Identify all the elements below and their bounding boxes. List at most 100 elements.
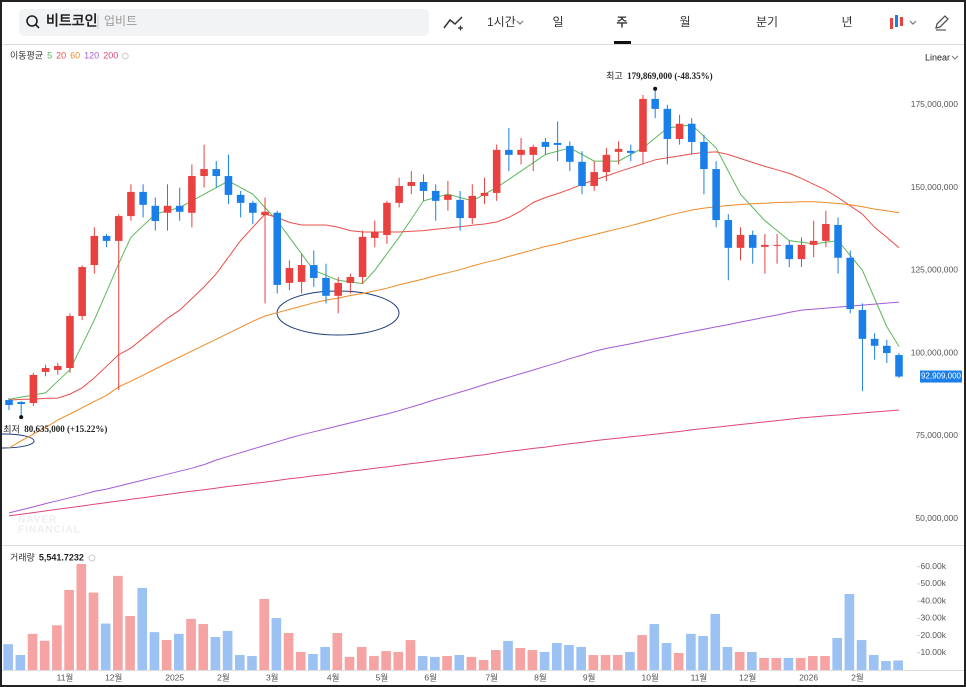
volume-bar xyxy=(27,633,38,670)
annotation-label: 최고 xyxy=(606,71,623,81)
annotation-label: 최저 xyxy=(3,425,20,435)
x-tick-label: 2월 xyxy=(851,672,864,682)
volume-bar xyxy=(222,630,233,670)
volume-pane xyxy=(3,564,903,670)
volume-bar xyxy=(283,633,294,670)
interval-select[interactable]: 1시간 xyxy=(487,15,516,29)
volume-bar xyxy=(820,656,830,670)
volume-bar xyxy=(503,640,513,670)
volume-bar xyxy=(491,650,501,670)
candle-body xyxy=(224,176,233,195)
search-icon xyxy=(26,15,38,27)
scale-select[interactable]: Linear xyxy=(925,52,950,62)
x-tick-label: 11월 xyxy=(57,672,74,682)
volume-bar xyxy=(393,651,404,670)
volume-tick-label: 20.00k xyxy=(920,630,946,640)
volume-bar xyxy=(308,653,318,670)
candle-body xyxy=(310,265,318,278)
candle-body xyxy=(249,202,257,213)
moving-average-line xyxy=(8,301,900,514)
volume-legend-value: 5,541.7232 xyxy=(39,552,84,562)
moving-average-line xyxy=(8,151,900,401)
period-tab[interactable]: 주 xyxy=(616,15,627,29)
volume-bar xyxy=(673,652,684,670)
candle-body xyxy=(102,235,111,241)
volume-bar xyxy=(430,656,440,670)
chevron xyxy=(516,20,524,25)
candle-body xyxy=(822,224,830,241)
volume-legend-title: 거래량 xyxy=(10,551,35,562)
active-tab-underline xyxy=(614,41,631,44)
volume-bar xyxy=(381,651,391,670)
candle-body xyxy=(492,149,501,193)
volume-bar xyxy=(564,645,574,670)
volume-bar xyxy=(795,657,806,670)
candle-body xyxy=(724,220,733,248)
candle-body xyxy=(870,338,879,346)
annotation-text: 80,635,000 (+15.22%) xyxy=(24,424,107,434)
annotation-dot xyxy=(19,415,24,420)
x-tick-label: 11월 xyxy=(691,672,708,682)
volume-bar xyxy=(295,651,306,670)
candle-body xyxy=(895,355,903,377)
volume-bar xyxy=(893,660,903,670)
period-tab[interactable]: 월 xyxy=(679,15,690,29)
volume-bar xyxy=(722,646,733,670)
volume-bar xyxy=(466,656,477,670)
candle-body xyxy=(700,141,708,170)
legend-title: 이동평균 xyxy=(10,50,43,60)
volume-bar xyxy=(344,656,355,670)
draw-icon[interactable] xyxy=(935,15,949,31)
candle-body xyxy=(444,194,452,200)
candle-body xyxy=(602,154,611,173)
legend: 이동평균 5 20 60 120 200 거래량 5,541.7232 xyxy=(10,50,129,562)
candle-body xyxy=(785,244,794,260)
legend-item: 200 xyxy=(103,50,118,60)
volume-bar xyxy=(88,592,99,670)
volume-bar xyxy=(442,656,452,670)
candle-body xyxy=(200,169,208,177)
volume-bar xyxy=(149,632,160,670)
volume-bar xyxy=(734,651,745,670)
volume-bar xyxy=(174,633,184,670)
volume-bar xyxy=(3,644,13,670)
period-tab[interactable]: 년 xyxy=(841,15,852,29)
chevron xyxy=(909,20,917,25)
search-text[interactable]: 비트코인 xyxy=(46,13,98,29)
volume-bar xyxy=(52,625,62,670)
candle-body xyxy=(614,148,623,152)
indicator-icon[interactable] xyxy=(443,16,463,31)
volume-bar xyxy=(356,646,367,670)
chart-type-icon[interactable] xyxy=(890,15,917,29)
volume-tick-label: 40.00k xyxy=(920,595,946,605)
volume-tick-label: 30.00k xyxy=(920,613,946,623)
candle-body xyxy=(395,185,403,203)
period-tab[interactable]: 일 xyxy=(552,15,563,29)
watermark-text: FINANCIAL xyxy=(18,525,81,536)
candle-body xyxy=(431,190,440,201)
candle-body xyxy=(66,316,74,368)
volume-bar xyxy=(186,618,196,670)
volume-bar xyxy=(881,661,891,670)
period-tabs: 일 주 월 분기 년 xyxy=(552,15,852,29)
volume-bar xyxy=(588,655,599,670)
volume-bar xyxy=(868,655,879,670)
volume-bar xyxy=(100,623,111,670)
period-tab[interactable]: 분기 xyxy=(756,15,778,29)
volume-bar xyxy=(417,656,428,670)
volume-bar xyxy=(210,636,221,670)
y-tick-label: 100,000,000 xyxy=(911,347,959,357)
candle-body xyxy=(578,161,586,186)
x-tick-label: 8월 xyxy=(534,672,547,682)
volume-bar xyxy=(686,633,696,670)
x-tick-label: 5월 xyxy=(376,672,389,682)
volume-bar xyxy=(320,646,330,670)
icon-bar xyxy=(895,15,898,27)
candle-body xyxy=(29,374,38,404)
chevron xyxy=(951,55,959,60)
search-box[interactable] xyxy=(19,9,429,36)
volume-bar xyxy=(137,587,148,670)
